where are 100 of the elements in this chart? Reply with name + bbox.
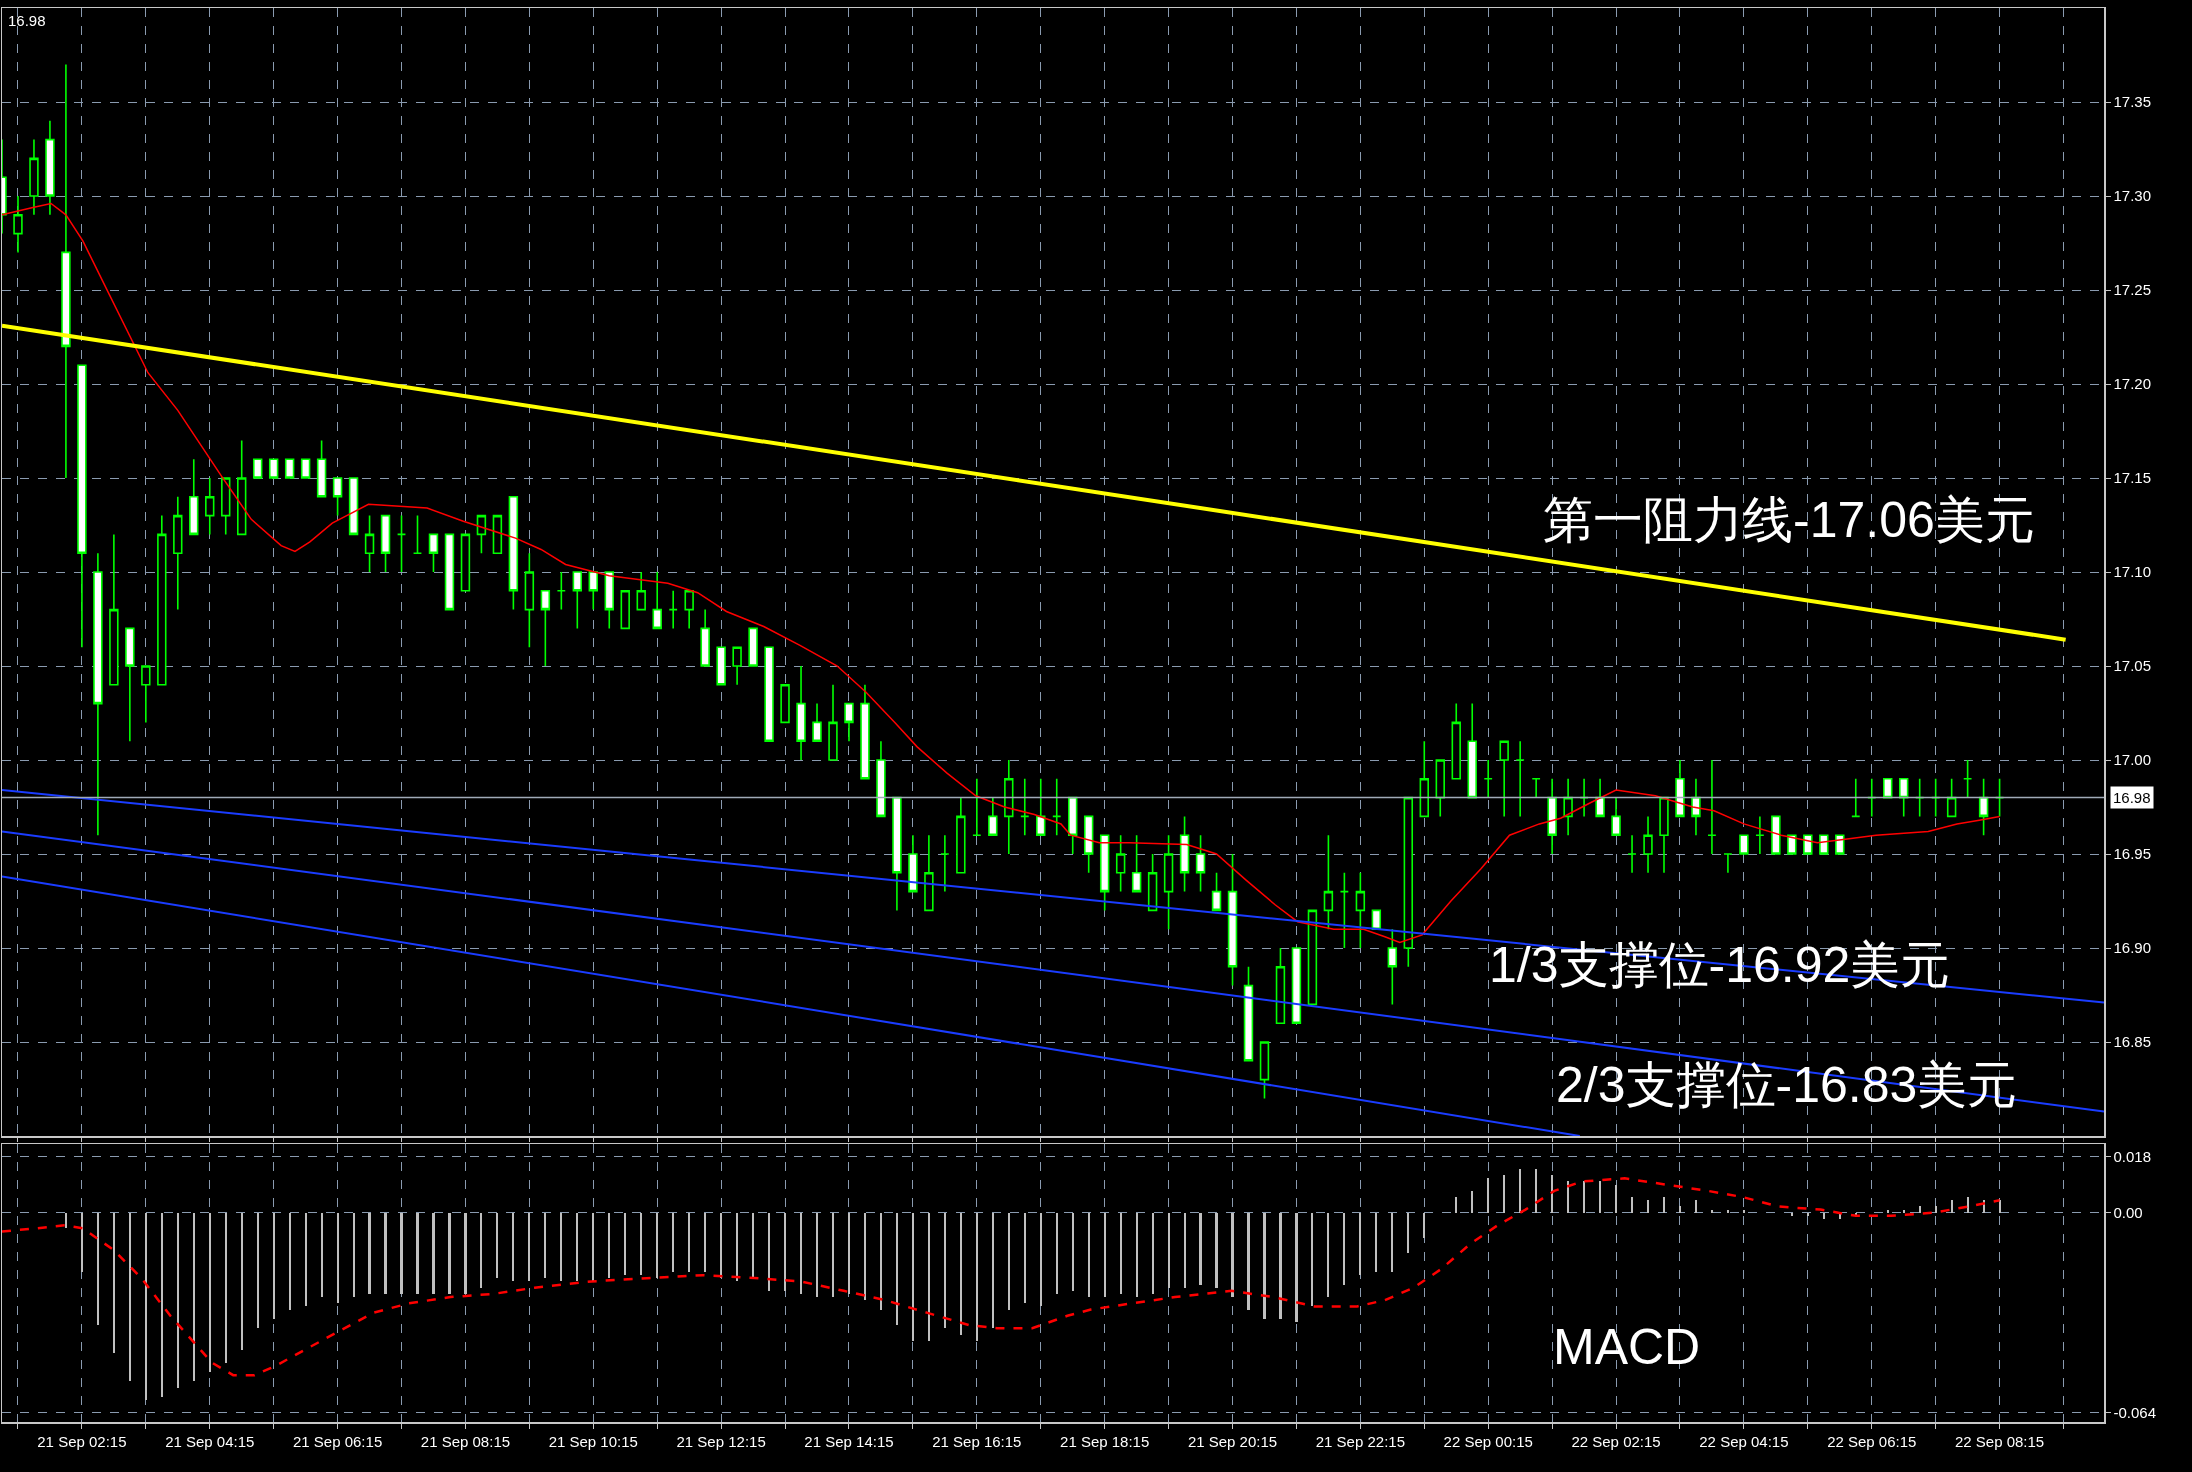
bar <box>528 1212 531 1282</box>
candlestick <box>1771 815 1781 855</box>
candlestick <box>1483 759 1493 799</box>
bar <box>879 1212 883 1310</box>
x-tick-label: 21 Sep 20:15 <box>1187 1432 1278 1450</box>
bar <box>224 1212 227 1363</box>
candlestick <box>380 514 391 573</box>
candlestick <box>1707 759 1717 855</box>
y-tick-label: 17.20 <box>2113 375 2152 393</box>
candlestick <box>1307 909 1318 1006</box>
bar <box>64 1212 67 1229</box>
candlestick <box>1835 834 1845 855</box>
bar <box>1215 1212 1218 1288</box>
bar <box>768 1212 771 1291</box>
bar <box>512 1212 515 1282</box>
annotation: 16.98 <box>8 12 46 29</box>
candlestick <box>1275 947 1286 1024</box>
bar <box>1199 1212 1202 1285</box>
candlestick <box>1898 778 1909 818</box>
bar <box>1071 1212 1074 1291</box>
x-tick-label: 21 Sep 10:15 <box>548 1432 638 1450</box>
candlestick <box>1851 778 1861 818</box>
x-tick-label: 22 Sep 04:15 <box>1699 1432 1789 1450</box>
candlestick <box>221 477 231 536</box>
bar <box>1471 1190 1474 1213</box>
bar <box>1039 1212 1042 1307</box>
candlestick <box>1291 947 1302 1024</box>
bar <box>1279 1212 1282 1319</box>
bar <box>464 1212 467 1294</box>
bar <box>831 1212 835 1298</box>
y-tick-label: 16.90 <box>2113 939 2152 957</box>
bar <box>1311 1212 1314 1307</box>
bar <box>752 1212 755 1279</box>
bar <box>288 1212 291 1310</box>
x-tick-label: 22 Sep 00:15 <box>1443 1432 1533 1450</box>
bar <box>1599 1181 1602 1213</box>
candlestick <box>780 684 790 724</box>
bar <box>400 1212 403 1294</box>
bar <box>1583 1181 1586 1213</box>
annotation: MACD <box>1553 1319 1701 1375</box>
bar <box>1918 1206 1921 1213</box>
candlestick <box>1563 778 1573 836</box>
candlestick <box>428 533 439 573</box>
ref-line-label: 16.98 <box>2113 789 2151 806</box>
bar <box>1678 1206 1682 1213</box>
candlestick <box>412 514 423 554</box>
bar <box>1135 1212 1138 1298</box>
candlestick <box>109 533 119 686</box>
candlestick <box>492 514 503 554</box>
candlestick <box>636 571 646 611</box>
bar <box>144 1212 147 1401</box>
bar <box>560 1212 563 1282</box>
candlestick <box>268 458 279 479</box>
bar <box>975 1212 978 1341</box>
bar <box>1535 1168 1538 1213</box>
candlestick <box>524 552 535 648</box>
candlestick <box>1131 834 1142 893</box>
bar <box>496 1212 499 1279</box>
bar <box>272 1212 275 1319</box>
bar <box>240 1212 243 1351</box>
x-tick-label: 21 Sep 02:15 <box>37 1432 127 1450</box>
candlestick <box>796 665 806 761</box>
bar <box>208 1212 211 1373</box>
bar <box>448 1212 451 1294</box>
bar <box>863 1212 867 1301</box>
candlestick <box>604 571 614 630</box>
candlestick <box>1739 834 1749 855</box>
bar <box>1934 1206 1937 1213</box>
candlestick <box>300 458 311 479</box>
bar <box>352 1212 355 1298</box>
candlestick <box>892 796 902 912</box>
y-tick-label: 17.00 <box>2113 751 2152 769</box>
candlestick <box>1819 834 1829 855</box>
candlestick <box>1675 759 1685 818</box>
candlestick <box>1387 928 1398 1006</box>
candlestick <box>844 702 854 742</box>
y-tick-label: 16.95 <box>2113 845 2152 863</box>
candlestick <box>189 458 199 536</box>
y-tick-label: 17.35 <box>2113 93 2152 111</box>
bar <box>1391 1212 1394 1273</box>
bar <box>80 1212 83 1273</box>
bar <box>128 1212 131 1382</box>
candlestick <box>1467 702 1477 799</box>
x-tick-label: 21 Sep 14:15 <box>804 1432 894 1450</box>
x-tick-label: 21 Sep 08:15 <box>420 1432 511 1450</box>
bar <box>672 1212 675 1273</box>
x-tick-label: 22 Sep 06:15 <box>1827 1432 1917 1450</box>
bar <box>1327 1212 1330 1298</box>
candlestick <box>908 834 918 893</box>
candlestick <box>1147 853 1158 912</box>
candlestick <box>1547 778 1557 855</box>
candlestick <box>237 439 247 536</box>
bar <box>544 1212 547 1279</box>
candlestick <box>572 571 583 630</box>
candlestick <box>444 533 455 611</box>
candlestick <box>732 646 742 686</box>
candlestick <box>700 608 710 667</box>
bar <box>688 1212 691 1273</box>
bar <box>1055 1212 1058 1294</box>
bar <box>576 1212 579 1282</box>
